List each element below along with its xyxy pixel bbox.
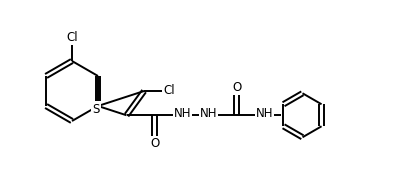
Text: Cl: Cl	[66, 31, 78, 44]
Text: NH: NH	[200, 107, 217, 120]
Text: S: S	[92, 103, 100, 115]
Text: NH: NH	[256, 107, 273, 120]
Text: O: O	[232, 81, 241, 94]
Text: NH: NH	[174, 107, 191, 120]
Text: O: O	[150, 137, 159, 150]
Text: Cl: Cl	[163, 83, 175, 96]
